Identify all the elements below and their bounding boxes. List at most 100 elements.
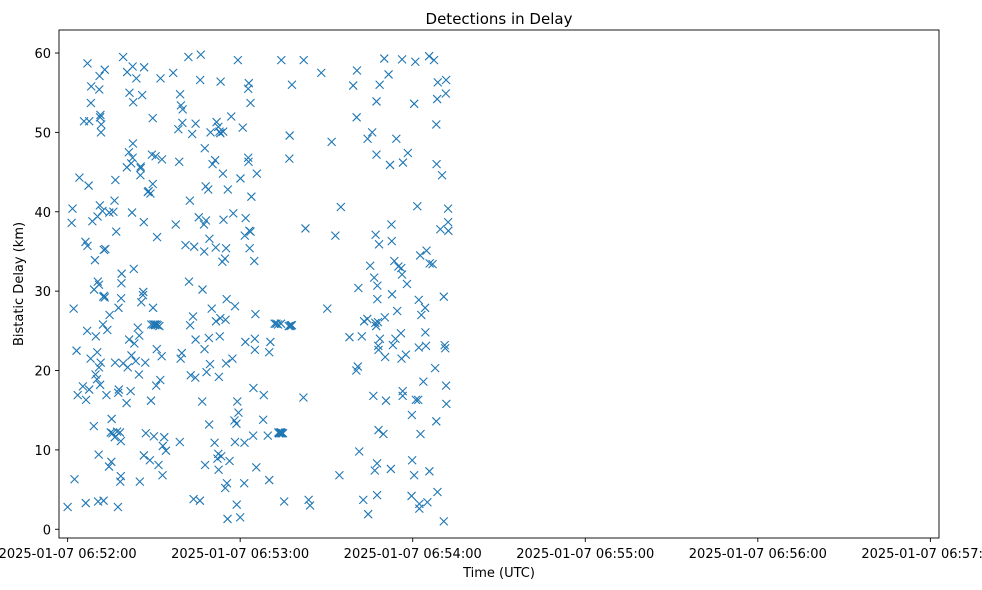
data-point — [129, 264, 139, 274]
data-point — [99, 496, 108, 506]
data-point — [223, 185, 233, 194]
data-point — [352, 66, 362, 75]
data-point — [198, 285, 207, 294]
data-point — [372, 150, 381, 160]
data-point — [91, 370, 100, 379]
data-point — [223, 514, 232, 524]
data-point — [384, 70, 393, 79]
data-point — [176, 354, 186, 364]
data-point — [240, 438, 249, 448]
data-point — [401, 350, 411, 360]
data-point — [157, 351, 167, 361]
data-point — [369, 273, 379, 283]
data-point — [81, 498, 91, 508]
data-point — [129, 339, 139, 348]
plot-area — [59, 30, 939, 538]
data-point — [168, 68, 178, 78]
data-point — [407, 491, 416, 501]
y-tick-label: 60 — [34, 47, 51, 62]
data-point — [113, 502, 123, 512]
data-point — [122, 398, 131, 408]
data-point — [439, 292, 449, 302]
data-point — [138, 290, 148, 300]
data-point — [373, 317, 383, 327]
data-point — [388, 340, 398, 350]
data-point — [425, 466, 434, 476]
data-point — [431, 416, 441, 426]
data-point — [221, 243, 231, 253]
data-point — [238, 123, 248, 133]
y-axis-label: Bistatic Delay (km) — [12, 222, 27, 346]
data-point — [84, 385, 94, 394]
data-point — [414, 295, 424, 305]
data-point — [137, 90, 147, 100]
data-point — [190, 373, 200, 383]
data-point — [108, 207, 118, 217]
data-point — [430, 363, 440, 373]
data-point — [210, 438, 219, 448]
data-point — [379, 54, 389, 63]
data-point — [248, 431, 258, 440]
data-point — [67, 218, 77, 228]
data-point — [117, 278, 126, 288]
data-point — [432, 159, 441, 169]
data-point — [246, 98, 255, 108]
y-axis-ticks: 0 10 20 30 40 50 60 — [34, 47, 59, 538]
data-point — [82, 326, 92, 336]
data-point — [152, 232, 162, 242]
data-point — [151, 381, 161, 390]
data-point — [114, 385, 124, 394]
data-point — [421, 341, 431, 351]
data-point — [139, 217, 149, 227]
data-point — [106, 457, 116, 467]
data-point — [100, 244, 110, 254]
data-point — [443, 226, 453, 236]
data-point — [148, 113, 158, 123]
data-point — [222, 294, 232, 304]
data-point — [345, 332, 354, 342]
data-point — [440, 343, 450, 353]
data-point — [276, 319, 286, 329]
data-point — [86, 98, 96, 108]
data-point — [422, 246, 431, 256]
data-point — [156, 74, 165, 83]
data-point — [181, 240, 190, 250]
data-point — [136, 162, 146, 171]
x-tick-label: 2025-01-07 06:54:00 — [344, 547, 482, 562]
data-point — [372, 294, 382, 304]
data-point — [148, 303, 158, 313]
data-point — [413, 395, 423, 405]
data-point — [372, 490, 382, 500]
data-point — [215, 128, 225, 138]
data-point — [184, 52, 193, 62]
data-point — [139, 62, 149, 72]
data-point — [435, 224, 445, 234]
data-point — [134, 331, 144, 340]
data-point — [420, 328, 430, 337]
data-point — [86, 81, 96, 91]
data-point — [128, 97, 138, 107]
data-point — [246, 227, 255, 237]
data-point — [387, 289, 397, 299]
data-point — [250, 345, 260, 355]
data-point — [155, 375, 165, 385]
data-point — [212, 117, 221, 127]
data-point — [429, 55, 439, 65]
data-point — [94, 450, 104, 460]
data-point — [100, 65, 110, 75]
data-point — [194, 212, 204, 222]
data-point — [251, 309, 260, 319]
data-point — [409, 470, 419, 480]
data-point — [81, 395, 91, 405]
data-point — [175, 89, 185, 99]
data-point — [230, 301, 240, 311]
data-point — [75, 173, 84, 183]
data-point — [70, 474, 79, 484]
data-point — [196, 50, 206, 59]
data-point — [102, 390, 111, 400]
data-point — [415, 251, 425, 260]
data-point — [374, 239, 384, 249]
data-point — [410, 57, 420, 67]
data-point — [128, 139, 138, 148]
